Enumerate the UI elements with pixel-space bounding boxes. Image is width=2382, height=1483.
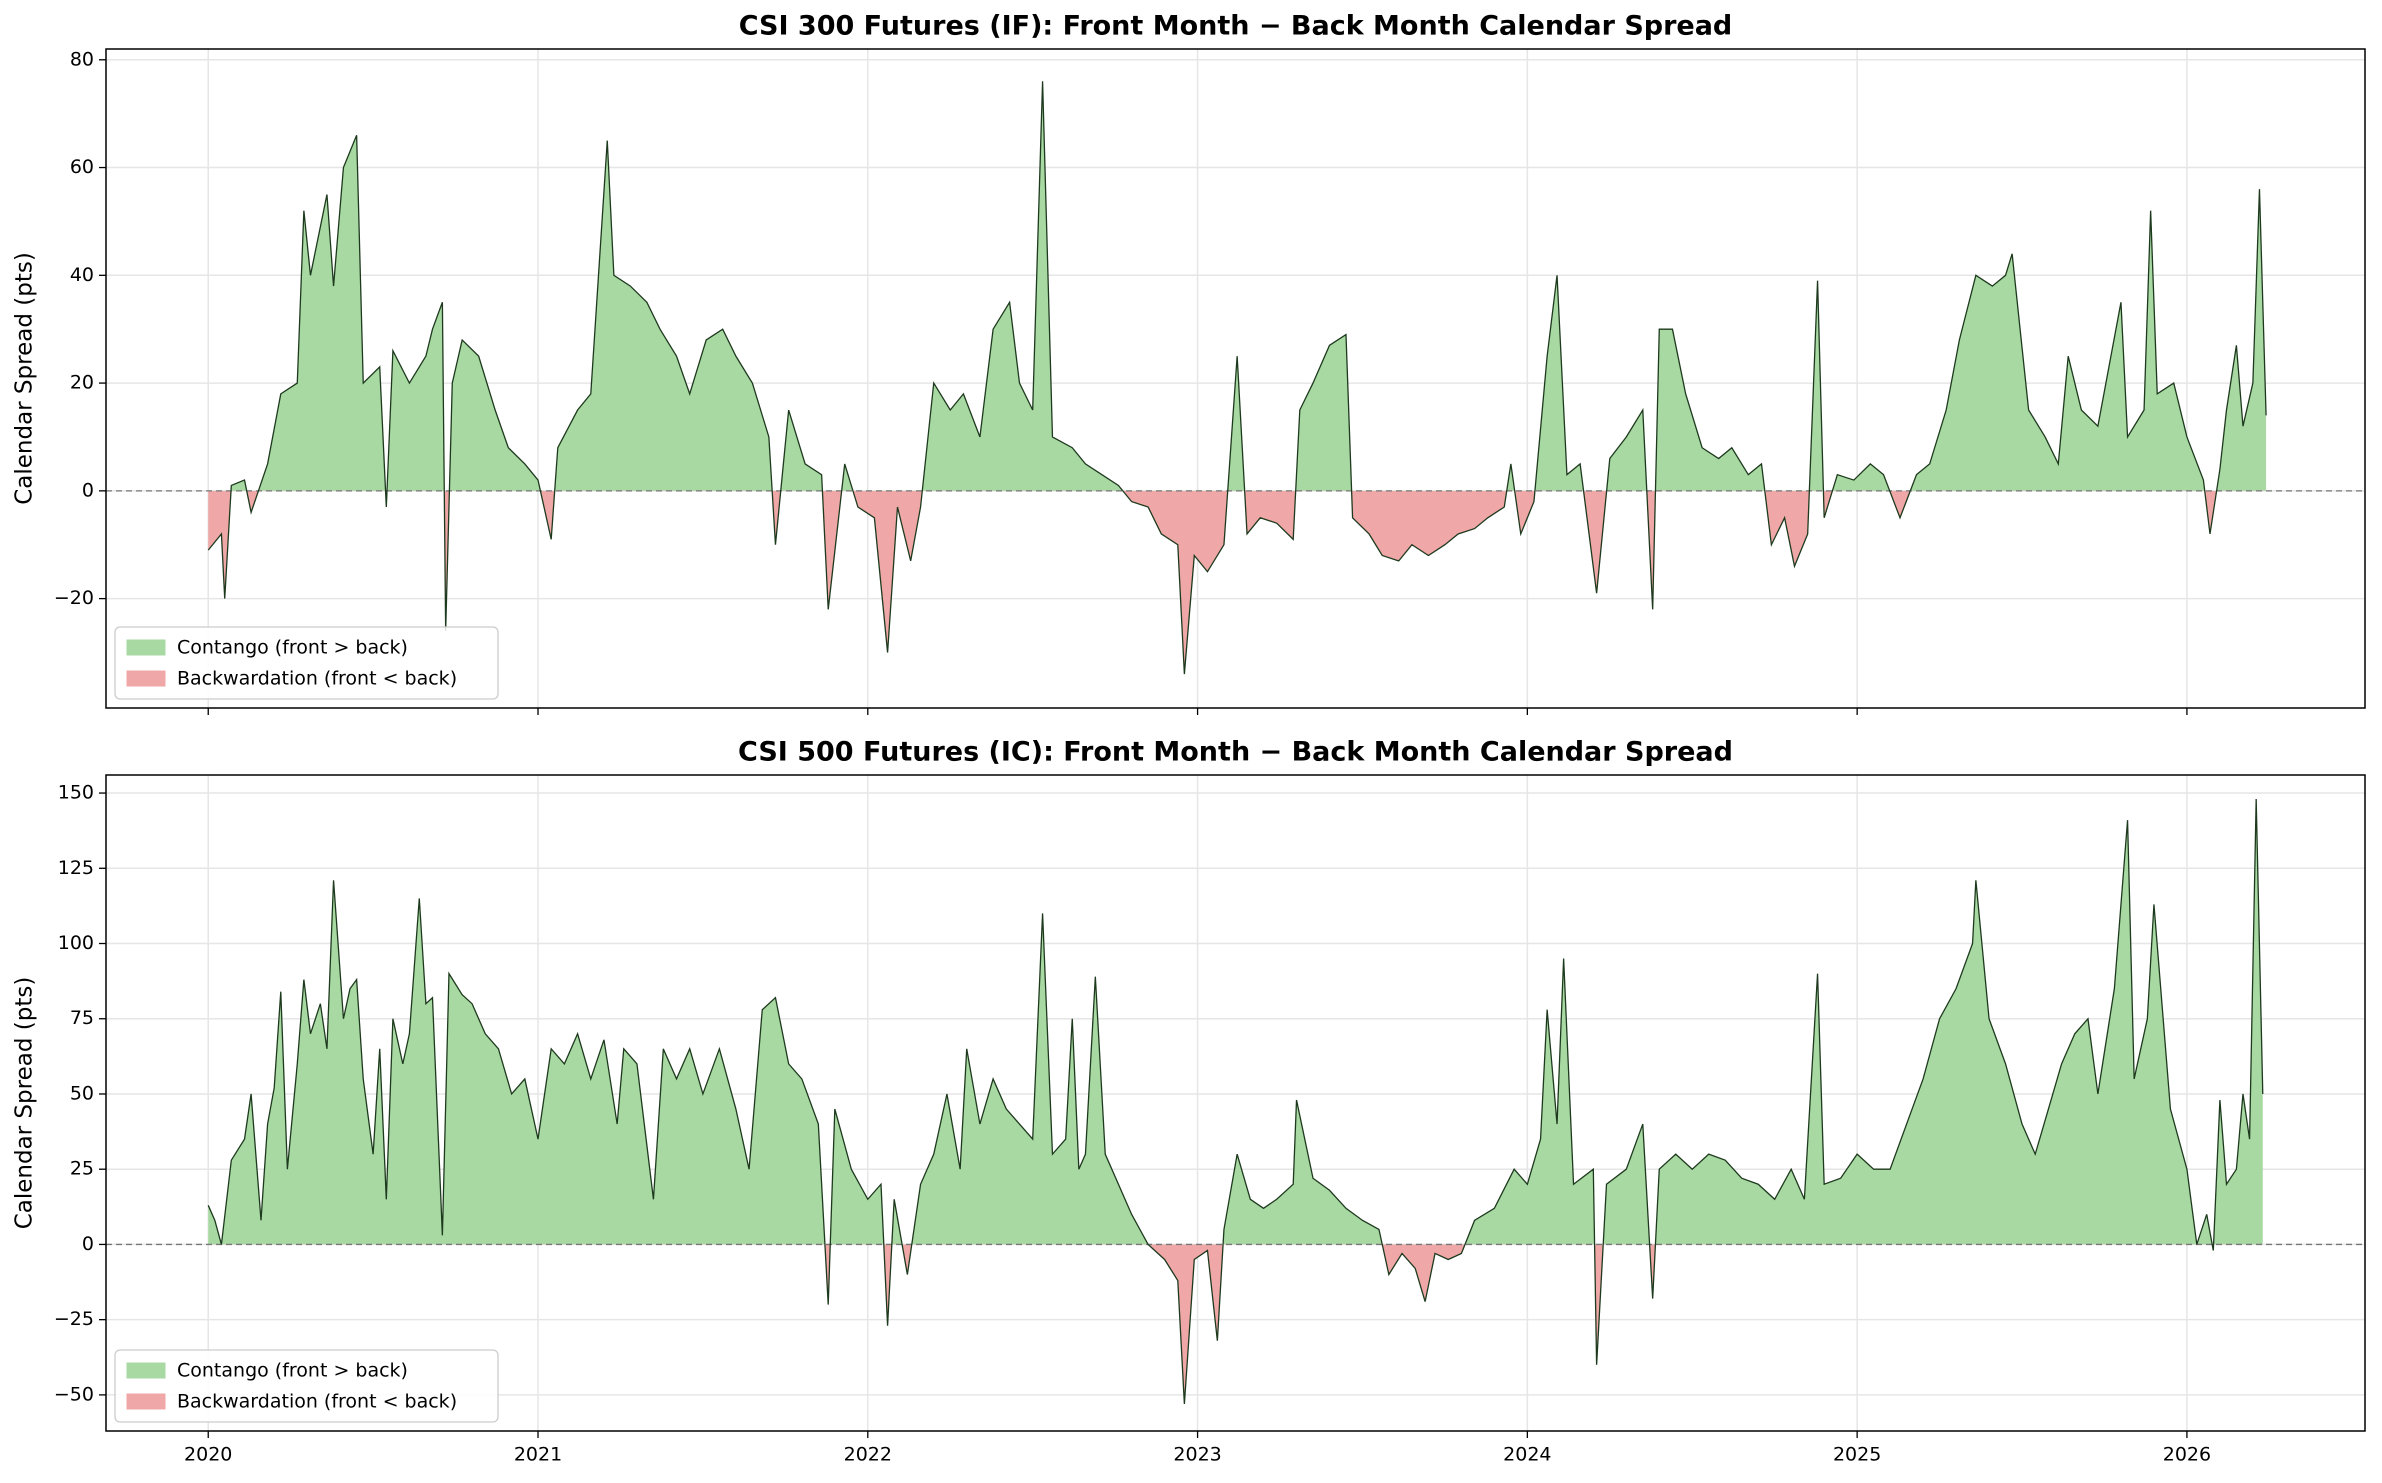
legend-swatch <box>126 639 166 656</box>
y-tick-label: 0 <box>82 479 94 501</box>
spread-line <box>207 81 2267 675</box>
x-tick-label: 2020 <box>184 1444 232 1466</box>
plot-frame <box>105 774 2366 1432</box>
y-tick-label: −50 <box>54 1383 94 1405</box>
legend-swatch <box>126 1362 166 1379</box>
legend-swatch <box>126 670 166 687</box>
y-tick-label: 60 <box>70 156 94 178</box>
legend-label: Backwardation (front < back) <box>177 1391 457 1413</box>
x-tick-label: 2022 <box>844 1444 892 1466</box>
y-tick-label: 40 <box>70 264 94 286</box>
x-tick-label: 2025 <box>1833 1444 1881 1466</box>
legend-box <box>114 1349 499 1423</box>
y-tick-label: −20 <box>54 587 94 609</box>
x-tick-label: 2024 <box>1503 1444 1551 1466</box>
plot-frame <box>105 48 2366 709</box>
x-tick-label: 2023 <box>1173 1444 1221 1466</box>
spread-area <box>208 799 2263 1245</box>
y-tick-label: 80 <box>70 48 94 70</box>
x-tick-label: 2021 <box>514 1444 562 1466</box>
chart-title: CSI 500 Futures (IC): Front Month − Back… <box>738 737 1733 768</box>
y-tick-label: −25 <box>54 1308 94 1330</box>
y-tick-label: 100 <box>58 932 94 954</box>
legend-box <box>114 626 499 700</box>
spread-line <box>207 799 2264 1404</box>
y-axis-label: Calendar Spread (pts) <box>12 252 38 505</box>
y-tick-label: 125 <box>58 857 94 879</box>
spread-area <box>231 81 2267 491</box>
legend-label: Contango (front > back) <box>177 1360 408 1382</box>
y-tick-label: 150 <box>58 782 94 804</box>
y-tick-label: 75 <box>70 1007 94 1029</box>
y-tick-label: 25 <box>70 1158 94 1180</box>
y-tick-label: 50 <box>70 1082 94 1104</box>
legend-label: Backwardation (front < back) <box>177 668 457 690</box>
y-tick-label: 0 <box>82 1233 94 1255</box>
legend-swatch <box>126 1393 166 1410</box>
y-axis-label: Calendar Spread (pts) <box>12 977 38 1230</box>
legend-label: Contango (front > back) <box>177 637 408 659</box>
chart-title: CSI 300 Futures (IF): Front Month − Back… <box>739 11 1733 42</box>
y-tick-label: 20 <box>70 372 94 394</box>
x-tick-label: 2026 <box>2163 1444 2211 1466</box>
